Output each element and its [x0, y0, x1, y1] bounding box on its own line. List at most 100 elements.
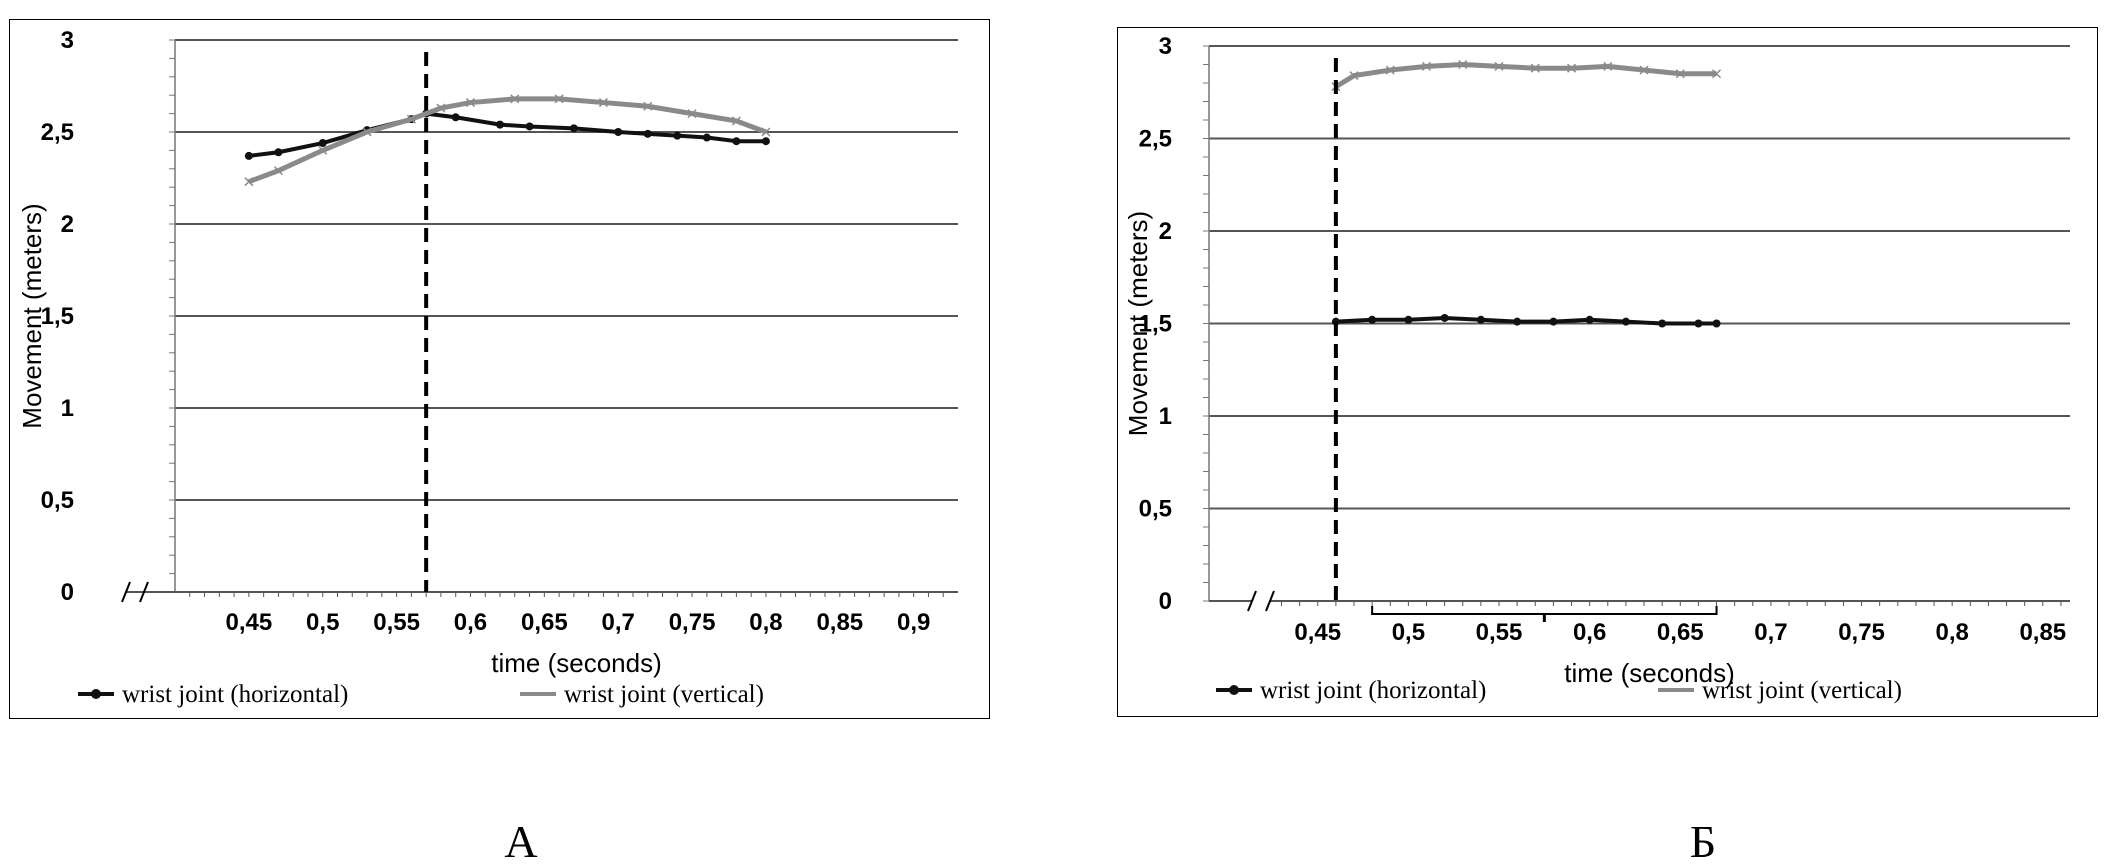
chart-a-series-vertical-point	[406, 114, 416, 124]
chart-b-series-horizontal-point	[1621, 317, 1630, 326]
chart-b-x-tick-label: 0,8	[1935, 619, 1968, 646]
chart-a-series-vertical-point	[436, 103, 446, 113]
chart-a-series-vertical-point	[318, 145, 328, 155]
panel-letter-b: Б	[1689, 816, 1717, 867]
chart-b-axis-break-mark	[1265, 590, 1275, 612]
chart-a-series-vertical-point	[244, 177, 254, 187]
chart-a-legend-marker	[91, 689, 101, 699]
chart-b-y-tick-label: 1,5	[1139, 311, 1172, 338]
chart-b-series-horizontal-point	[1404, 315, 1413, 324]
chart-a-series-horizontal-point	[643, 129, 652, 138]
chart-a-series-horizontal-point	[569, 124, 578, 133]
chart-a-series-horizontal-point	[761, 137, 770, 146]
chart-b-axis-break-mark	[1247, 590, 1257, 612]
chart-b-x-tick-label: 0,65	[1657, 619, 1704, 646]
chart-b-series-vertical-line	[1334, 62, 1717, 89]
chart-b-x-tick-label: 0,5	[1392, 619, 1425, 646]
chart-a-series-horizontal-point	[496, 120, 505, 129]
chart-b-series-vertical-point	[1349, 71, 1359, 81]
chart-b-series-horizontal-point	[1712, 319, 1721, 328]
chart-a-series-vertical-point	[554, 94, 564, 104]
chart-a-series-vertical-point	[465, 98, 476, 108]
chart-b-y-tick-label: 2,5	[1139, 126, 1172, 153]
chart-a-x-tick-label: 0,55	[373, 609, 420, 636]
chart-a-series-horizontal-line	[248, 111, 766, 158]
chart-a-x-tick-label: 0,65	[521, 609, 568, 636]
chart-a-y-axis-title: Movement (meters)	[17, 203, 47, 428]
chart-a-y-tick-label: 0	[61, 579, 74, 606]
chart-a-x-tick-label: 0,8	[749, 609, 782, 636]
chart-b-x-tick-label: 0,55	[1476, 619, 1523, 646]
chart-a-x-tick-label: 0,9	[897, 609, 930, 636]
chart-b-series-vertical-point	[1385, 65, 1395, 75]
chart-a-x-tick-label: 0,75	[669, 609, 716, 636]
chart-a-series-vertical-point	[643, 101, 653, 111]
chart-b-series-horizontal-point	[1476, 315, 1485, 324]
chart-a-legend-label: wrist joint (horizontal)	[122, 681, 348, 708]
chart-b-y-tick-label: 1	[1159, 403, 1172, 430]
chart-a-series-vertical-point	[273, 166, 283, 176]
chart-a-x-tick-label: 0,7	[602, 609, 635, 636]
chart-b-series-vertical-point	[1530, 63, 1540, 73]
chart-a-y-tick-label: 3	[61, 27, 74, 54]
chart-b-x-tick-label: 0,75	[1838, 619, 1885, 646]
chart-a-y-tick-label: 1,5	[41, 303, 74, 330]
chart-a-series-horizontal-point	[244, 151, 253, 160]
panel-letter-a: A	[504, 816, 538, 867]
chart-a-x-tick-label: 0,6	[454, 609, 487, 636]
chart-a-series-vertical-point	[761, 127, 771, 137]
chart-a-series-vertical-point	[598, 98, 608, 108]
chart-b-bracket	[1371, 606, 1718, 615]
chart-a-x-tick-label: 0,5	[306, 609, 339, 636]
chart-b-series-horizontal-point	[1368, 315, 1377, 324]
chart-a-series-horizontal-point	[702, 133, 711, 142]
chart-a-axis-break-mark	[121, 581, 131, 603]
chart-b-series-horizontal-point	[1658, 319, 1667, 328]
chart-panel-a: 0 0,5 1 1,5 2 2,5 3 0,45 0,5 0,55 0,6 0,65 0,7 0,75 0,…	[9, 19, 990, 719]
chart-a-series-horizontal-point	[451, 113, 460, 122]
chart-b-series-vertical-point	[1566, 63, 1577, 73]
chart-a-series-vertical-point	[510, 94, 520, 104]
chart-b-series-horizontal-point	[1440, 313, 1449, 322]
chart-b-x-axis-title: time (seconds)	[1564, 658, 1735, 688]
chart-a-series-horizontal-point	[318, 139, 327, 148]
chart-b-series-vertical-point	[1675, 69, 1685, 79]
chart-a-series-horizontal-point	[614, 128, 623, 136]
chart-a-y-tick-label: 2	[61, 211, 74, 238]
chart-b-series-vertical-point	[1458, 59, 1468, 70]
chart-a-series-vertical-point	[687, 109, 697, 119]
chart-a-x-tick-label: 0,45	[226, 609, 273, 636]
chart-b-y-tick-label: 0	[1159, 588, 1172, 615]
chart-a-y-tick-label: 1	[61, 395, 74, 422]
chart-a-x-axis-title: time (seconds)	[491, 648, 662, 678]
chart-a-series-horizontal-point	[274, 148, 283, 157]
chart-a-x-tick-label: 0,85	[816, 609, 863, 636]
chart-b-series-horizontal-point	[1549, 317, 1558, 326]
chart-panel-b: 0 0,5 1 1,5 2 2,5 3 0,45 0,5 0,55 0,6 0,65 0,7 0,75 0,…	[1117, 27, 2098, 717]
chart-a-y-tick-label: 2,5	[41, 119, 74, 146]
chart-a-series-horizontal-point	[525, 122, 534, 131]
chart-b-legend-label: wrist joint (horizontal)	[1260, 677, 1486, 704]
chart-b-series-vertical-point	[1639, 65, 1649, 75]
chart-b-legend-marker	[1229, 685, 1239, 695]
chart-b-y-tick-label: 2	[1159, 218, 1172, 245]
chart-b-series-horizontal-line	[1335, 315, 1717, 326]
chart-a-series-horizontal-point	[673, 131, 682, 140]
chart-b-x-tick-label: 0,7	[1754, 619, 1787, 646]
chart-a-axis-break-mark	[139, 581, 149, 603]
chart-b-svg: 0 0,5 1 1,5 2 2,5 3 0,45 0,5 0,55 0,6 0,65 0,7 0,75 0,…	[1123, 33, 2070, 704]
chart-b-x-tick-label: 0,6	[1573, 619, 1606, 646]
chart-b-series-vertical-point	[1494, 61, 1504, 71]
chart-b-series-horizontal-point	[1513, 317, 1522, 326]
chart-a-svg: 0 0,5 1 1,5 2 2,5 3 0,45 0,5 0,55 0,6 0,65 0,7 0,75 0,…	[17, 27, 958, 708]
chart-b-y-tick-label: 3	[1159, 33, 1172, 60]
chart-a-y-tick-label: 0,5	[41, 487, 74, 514]
chart-b-series-vertical-point	[1421, 61, 1432, 71]
chart-b-series-vertical-point	[1603, 61, 1613, 71]
chart-b-y-tick-label: 0,5	[1139, 496, 1172, 523]
chart-b-legend-label: wrist joint (vertical)	[1702, 677, 1902, 704]
chart-a-legend-label: wrist joint (vertical)	[564, 681, 764, 708]
chart-b-series-vertical-point	[1712, 69, 1722, 79]
chart-b-y-axis-title: Movement (meters)	[1123, 211, 1153, 436]
chart-a-series-horizontal-point	[732, 137, 741, 146]
